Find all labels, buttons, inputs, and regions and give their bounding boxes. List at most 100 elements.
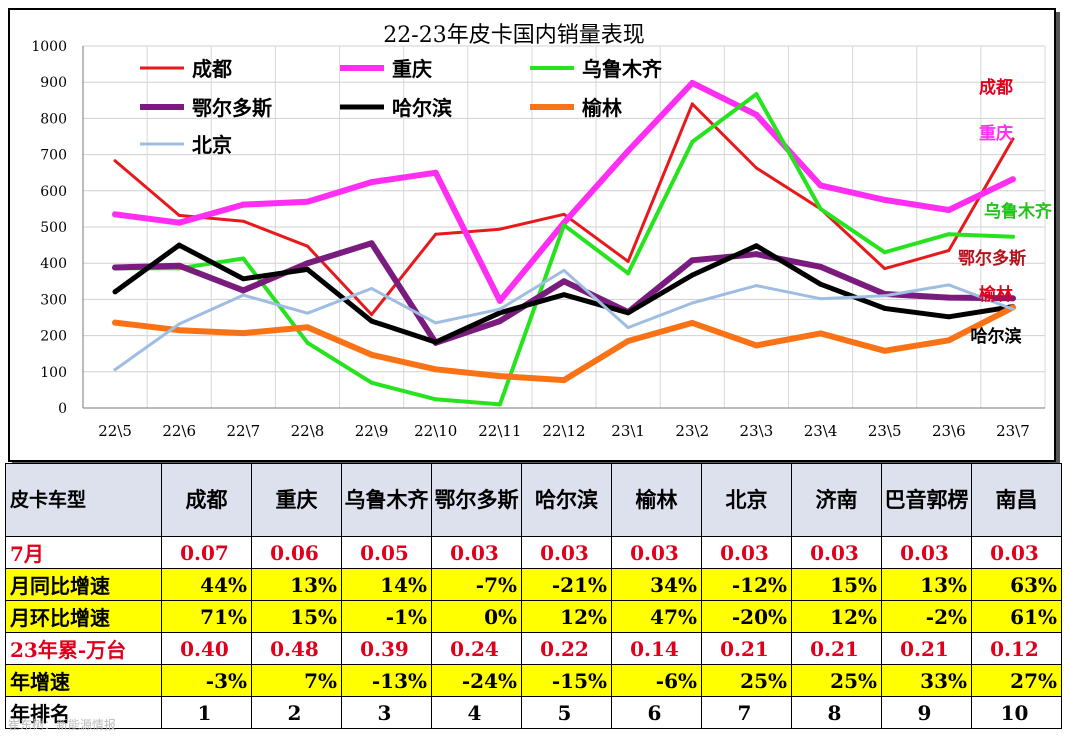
data-point	[562, 223, 566, 228]
table-cell: 2	[251, 696, 342, 729]
end-label: 乌鲁木齐	[984, 201, 1053, 222]
data-point	[689, 272, 695, 278]
y-tick-label: 200	[40, 329, 67, 345]
table-cell: 15%	[791, 568, 882, 601]
data-point	[305, 244, 309, 248]
data-point	[368, 351, 375, 358]
table-cell: 10	[971, 696, 1062, 729]
data-point	[370, 313, 374, 317]
data-point	[176, 262, 183, 269]
column-header: 鄂尔多斯	[431, 463, 522, 537]
data-point	[561, 292, 567, 298]
table-cell: 0.21	[791, 632, 882, 665]
row-label: 年增速	[5, 664, 162, 697]
data-point	[690, 102, 694, 106]
table-row: 7月 0.07 0.06 0.05 0.03 0.03 0.03 0.03 0.03 0.03 0.…	[5, 536, 1062, 569]
table-cell: 0.03	[611, 536, 702, 569]
column-header: 南昌	[971, 463, 1062, 537]
data-point	[112, 319, 119, 326]
table-cell: 0.21	[701, 632, 792, 665]
x-tick-label: 23\2	[675, 422, 709, 440]
table-cell: 44%	[161, 568, 252, 601]
data-point	[1011, 307, 1015, 311]
row-label: 7月	[5, 536, 162, 569]
data-point	[883, 294, 887, 298]
y-tick-label: 800	[40, 111, 67, 127]
data-point	[754, 92, 759, 97]
y-tick-label: 500	[40, 220, 67, 236]
table-cell: 27%	[971, 664, 1062, 697]
x-tick-label: 22\9	[355, 422, 389, 440]
data-point	[240, 201, 247, 208]
data-point	[754, 284, 758, 288]
data-point	[433, 339, 439, 345]
data-point	[496, 318, 503, 325]
data-point	[881, 347, 888, 354]
data-point	[689, 79, 696, 86]
y-tick-label: 400	[40, 256, 67, 272]
legend-label: 北京	[192, 133, 232, 157]
table-cell: 0.03	[881, 536, 972, 569]
data-point	[753, 342, 760, 349]
x-tick-label: 23\4	[804, 422, 838, 440]
data-point	[432, 366, 439, 373]
data-point	[369, 380, 374, 385]
data-point	[1009, 295, 1016, 302]
table-corner-label: 皮卡车型	[5, 463, 162, 537]
table-cell: 47%	[611, 600, 702, 633]
data-point	[1009, 176, 1016, 183]
end-label: 重庆	[979, 123, 1013, 144]
data-point	[753, 111, 760, 118]
table-cell: 3	[341, 696, 432, 729]
x-tick-label: 22\8	[291, 422, 325, 440]
data-point	[368, 240, 375, 247]
table-cell: 33%	[881, 664, 972, 697]
table-cell: 13%	[881, 568, 972, 601]
table-cell: 5	[521, 696, 612, 729]
table-cell: 9	[881, 696, 972, 729]
table-cell: 0.40	[161, 632, 252, 665]
table-cell: 25%	[701, 664, 792, 697]
data-point	[112, 264, 119, 271]
end-label: 榆林	[979, 284, 1013, 305]
data-point	[241, 219, 245, 223]
table-cell: 0.03	[431, 536, 522, 569]
table-cell: 34%	[611, 568, 702, 601]
y-tick-label: 900	[40, 75, 67, 91]
legend-label: 成都	[192, 57, 232, 81]
data-point	[626, 259, 630, 263]
table-cell: -12%	[701, 568, 792, 601]
data-point	[753, 243, 759, 249]
y-tick-label: 100	[40, 365, 67, 381]
table-cell: 7%	[251, 664, 342, 697]
data-point	[819, 297, 823, 301]
data-point	[432, 169, 439, 176]
data-point	[496, 297, 503, 304]
column-header: 北京	[701, 463, 792, 537]
x-tick-label: 22\7	[226, 422, 260, 440]
data-point	[370, 287, 374, 291]
data-point	[304, 324, 311, 331]
table-cell: 0.07	[161, 536, 252, 569]
table-cell: 71%	[161, 600, 252, 633]
table-cell: 0.03	[791, 536, 882, 569]
table-cell: -2%	[881, 600, 972, 633]
table-cell: 0.05	[341, 536, 432, 569]
x-tick-label: 22\10	[414, 422, 457, 440]
table-cell: 0.48	[251, 632, 342, 665]
data-point	[498, 307, 502, 311]
data-point	[113, 368, 117, 372]
x-tick-label: 23\1	[611, 422, 645, 440]
data-point	[754, 166, 758, 170]
legend-label: 鄂尔多斯	[192, 96, 272, 120]
data-point	[176, 219, 183, 226]
data-point	[817, 263, 824, 270]
y-tick-label: 0	[58, 401, 67, 417]
data-point	[561, 377, 567, 384]
legend-label: 乌鲁木齐	[582, 57, 663, 81]
data-point	[689, 319, 696, 326]
chart-frame: 0 100 200 300 400 500 600 700 800 900 1000 22\5 22\6…	[8, 8, 1056, 462]
row-label: 23年累-万台	[5, 632, 162, 665]
table-cell: 0.22	[521, 632, 612, 665]
data-point	[689, 257, 696, 264]
